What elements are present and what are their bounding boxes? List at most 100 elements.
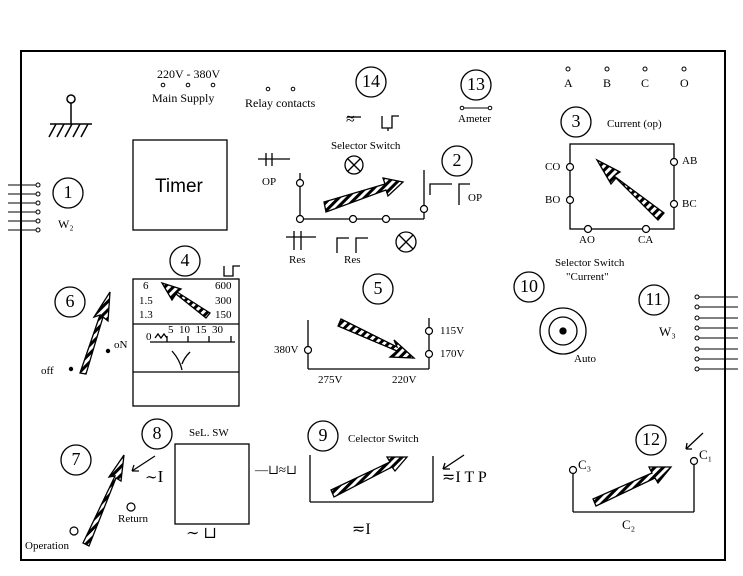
terminal-c: C bbox=[641, 76, 650, 90]
w3-label: W₃ bbox=[659, 324, 676, 339]
v170-label: 170V bbox=[440, 348, 465, 360]
meter4-left-2: 1.5 bbox=[139, 295, 153, 307]
num-5: 5 bbox=[373, 278, 383, 298]
num-14: 14 bbox=[362, 71, 380, 91]
w3-terminals bbox=[694, 294, 738, 372]
num-circle-14 bbox=[355, 66, 387, 98]
main-supply-dots bbox=[160, 82, 296, 92]
num-circle-7 bbox=[60, 444, 92, 476]
num-circle-6 bbox=[54, 286, 86, 318]
terminal-o: O bbox=[680, 76, 689, 90]
meter4-right-3: 150 bbox=[215, 309, 232, 321]
sw9-itp: ≂I T P bbox=[442, 469, 487, 486]
num-9: 9 bbox=[318, 425, 328, 445]
num-circle-4 bbox=[169, 245, 201, 277]
sw7-ac-i: ∼I bbox=[145, 467, 164, 486]
switch6-arrow bbox=[79, 291, 111, 375]
op-label-1: OP bbox=[262, 176, 277, 188]
num-circle-1 bbox=[52, 177, 84, 209]
switch12-circuit bbox=[572, 432, 704, 513]
return-label: Return bbox=[118, 513, 148, 525]
meter4-bottom-scale: 5 10 15 30 bbox=[168, 324, 223, 336]
switch12-arrow bbox=[592, 466, 673, 507]
num-circle-12 bbox=[635, 424, 667, 456]
sw14-ac-symbol: ≈ bbox=[346, 111, 355, 128]
ammeter-label: Ameter bbox=[458, 113, 491, 125]
terminal-a: A bbox=[564, 76, 573, 90]
v380-label: 380V bbox=[274, 344, 299, 356]
sel-sw8-right-symbols: —⊔≈⊔ bbox=[255, 462, 297, 477]
sw6-on-label: oN bbox=[114, 339, 128, 351]
panel-border bbox=[20, 50, 726, 561]
switch5-arrow bbox=[337, 318, 416, 359]
timer-label: Timer bbox=[155, 176, 203, 197]
switch2-arrow bbox=[323, 177, 405, 213]
main-supply-voltage: 220V - 380V bbox=[157, 67, 221, 81]
cs-bc: BC bbox=[682, 198, 697, 210]
switch6-stars bbox=[68, 348, 111, 372]
num-6: 6 bbox=[65, 291, 75, 311]
meter4-right-1: 600 bbox=[215, 280, 232, 292]
num-circle-11 bbox=[638, 284, 670, 316]
sel-sw8-label: SeL. SW bbox=[189, 427, 229, 439]
num-circle-2 bbox=[441, 145, 473, 177]
switch9-circuit bbox=[309, 454, 465, 503]
ammeter-contacts bbox=[459, 105, 493, 111]
v275-label: 275V bbox=[318, 374, 343, 386]
cs-bo: BO bbox=[545, 194, 561, 206]
num-circle-13 bbox=[460, 69, 492, 101]
num-12: 12 bbox=[642, 429, 660, 449]
sw7-i: I bbox=[157, 467, 164, 486]
cs-ca: CA bbox=[638, 234, 654, 246]
switch3-arrow bbox=[595, 158, 665, 221]
op-label-2: OP bbox=[468, 192, 483, 204]
cs-ao: AO bbox=[579, 234, 595, 246]
sel-sw8-bottom: ∼ ⊔ bbox=[186, 525, 217, 542]
w2-terminals bbox=[8, 182, 41, 233]
num-8: 8 bbox=[152, 423, 162, 443]
num-7: 7 bbox=[71, 449, 81, 469]
num-circle-8 bbox=[141, 418, 173, 450]
sw9-bottom: ≂I bbox=[352, 521, 371, 538]
meter4-zero: 0 bbox=[146, 331, 152, 343]
switch7-arrow bbox=[82, 454, 125, 547]
switch9-arrow bbox=[330, 456, 409, 498]
num-1: 1 bbox=[63, 182, 73, 202]
sw9-title: Celector Switch bbox=[348, 433, 419, 445]
num-3: 3 bbox=[571, 111, 581, 131]
w2-label: W₂ bbox=[58, 217, 74, 231]
sel-sw8-box bbox=[174, 443, 250, 525]
auto-label: Auto bbox=[574, 353, 596, 365]
sw9-itp-text: I T P bbox=[455, 469, 487, 486]
num-4: 4 bbox=[180, 250, 190, 270]
selector-current-line1: Selector Switch bbox=[555, 257, 625, 269]
ground-icon bbox=[48, 94, 92, 138]
switch2-circuit bbox=[258, 153, 470, 253]
auto-knob bbox=[539, 307, 587, 355]
sel-sw8-bottom-symbol: ⊔ bbox=[203, 525, 217, 542]
timer-box bbox=[132, 139, 228, 231]
sw12-c1: C₁ bbox=[699, 447, 713, 462]
num-13: 13 bbox=[467, 74, 485, 94]
res-label-2: Res bbox=[344, 254, 361, 266]
operation-label: Operation bbox=[25, 540, 69, 552]
sw6-off-label: off bbox=[41, 365, 54, 377]
main-supply-label: Main Supply bbox=[152, 91, 215, 105]
terminal-b: B bbox=[603, 76, 612, 90]
switch3-box bbox=[569, 143, 675, 230]
cs-co: CO bbox=[545, 161, 561, 173]
sw14-symbols bbox=[347, 115, 399, 131]
selector-current-line2: "Current" bbox=[566, 271, 609, 283]
sw7-symbol bbox=[131, 455, 156, 472]
meter4 bbox=[132, 265, 240, 407]
meter4-right-2: 300 bbox=[215, 295, 232, 307]
num-11: 11 bbox=[645, 289, 663, 309]
v115-label: 115V bbox=[440, 325, 465, 337]
meter4-left-3: 1.3 bbox=[139, 309, 153, 321]
sw12-c2: C₂ bbox=[622, 517, 636, 532]
meter4-arrow bbox=[160, 281, 211, 319]
num-circle-10 bbox=[513, 271, 545, 303]
num-circle-9 bbox=[307, 420, 339, 452]
current-op-label: Current (op) bbox=[607, 118, 662, 130]
